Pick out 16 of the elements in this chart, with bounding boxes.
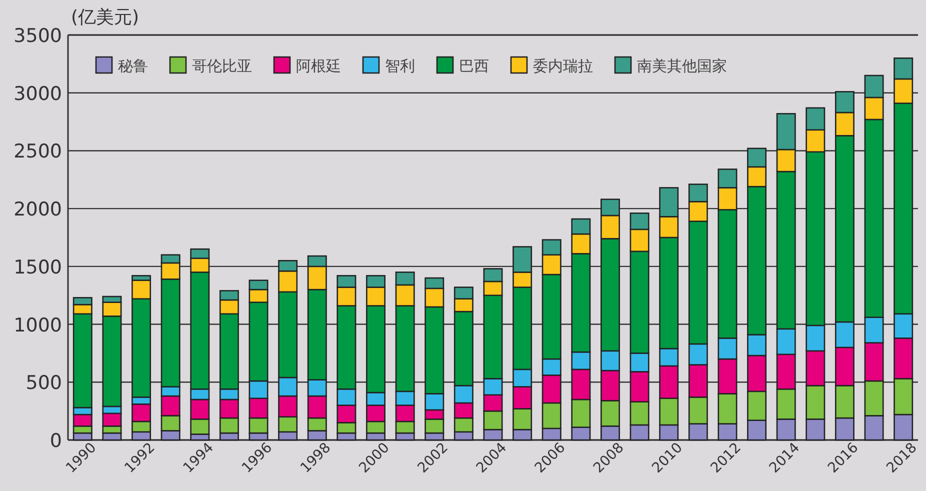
y-tick-label: 3000 xyxy=(14,82,62,105)
y-tick-label: 1000 xyxy=(14,314,62,336)
y-tick-label: 500 xyxy=(26,372,62,394)
legend-label: 巴西 xyxy=(459,57,489,75)
legend-label: 阿根廷 xyxy=(296,57,341,75)
legend-label: 哥伦比亚 xyxy=(192,57,252,75)
y-tick-label: 3500 xyxy=(14,25,62,47)
y-axis-title: (亿美元) xyxy=(71,7,140,28)
legend-label: 南美其他国家 xyxy=(637,57,727,75)
legend-label: 委内瑞拉 xyxy=(533,57,593,75)
y-tick-label: 1500 xyxy=(14,256,62,278)
y-tick-label: 2000 xyxy=(14,198,62,221)
legend-label: 智利 xyxy=(385,57,415,75)
legend-label: 秘鲁 xyxy=(118,57,148,75)
y-tick-label: 2500 xyxy=(14,140,62,163)
y-tick-label: 0 xyxy=(50,430,62,452)
